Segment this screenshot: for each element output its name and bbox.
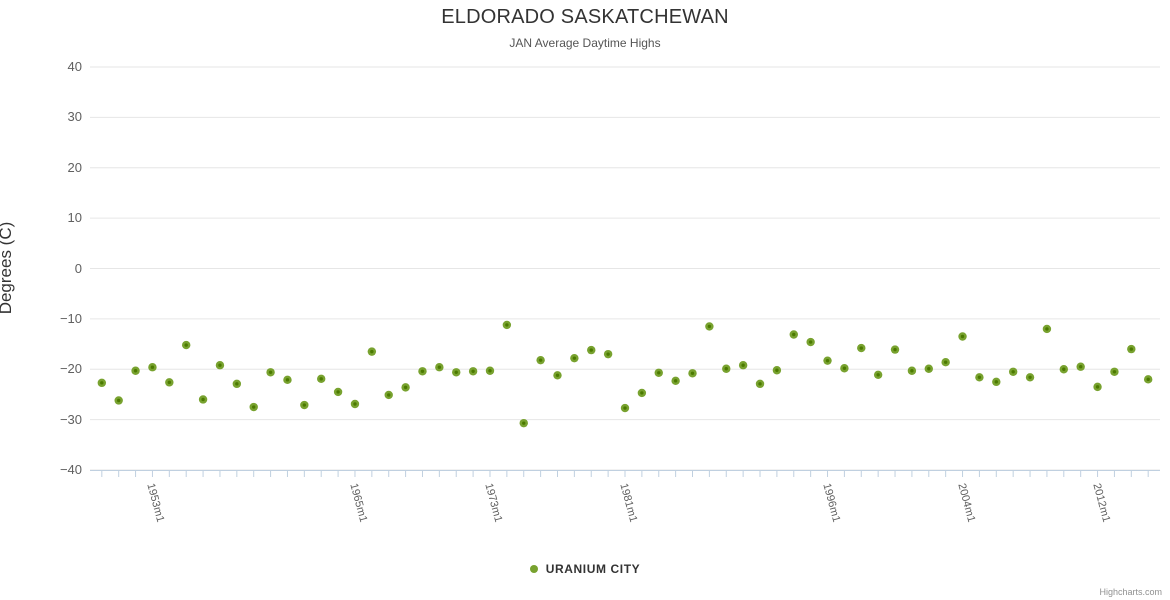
y-axis-tick: 0 xyxy=(30,261,82,277)
y-axis-tick-label: −20 xyxy=(59,361,82,377)
data-point[interactable] xyxy=(317,374,326,384)
highcharts-credit-link[interactable]: Highcharts.com xyxy=(1099,587,1162,597)
y-axis-tick-label: 30 xyxy=(67,109,82,125)
data-point[interactable] xyxy=(333,387,343,397)
data-point[interactable] xyxy=(587,345,596,355)
data-point[interactable] xyxy=(148,363,157,372)
data-point[interactable] xyxy=(738,361,748,370)
chart-subtitle: JAN Average Daytime Highs xyxy=(509,36,661,50)
data-point[interactable] xyxy=(553,371,562,380)
data-point[interactable] xyxy=(671,376,680,386)
data-point[interactable] xyxy=(232,379,242,389)
legend-marker-icon xyxy=(529,565,538,573)
data-point[interactable] xyxy=(367,347,377,356)
y-axis-tick-label: 0 xyxy=(74,260,82,276)
data-point[interactable] xyxy=(1059,365,1069,374)
data-point[interactable] xyxy=(452,368,461,377)
data-point[interactable] xyxy=(840,364,849,373)
data-point[interactable] xyxy=(857,343,866,353)
y-axis-tick: 40 xyxy=(30,59,82,75)
data-point[interactable] xyxy=(772,366,782,375)
y-axis-tick: 20 xyxy=(30,160,82,176)
chart-legend: URANIUM CITY xyxy=(0,562,1170,576)
data-point[interactable] xyxy=(1025,373,1035,382)
data-point[interactable] xyxy=(924,364,933,373)
data-point[interactable] xyxy=(300,400,309,410)
data-point[interactable] xyxy=(131,366,140,375)
data-point[interactable] xyxy=(806,337,815,347)
data-point[interactable] xyxy=(1008,367,1018,376)
data-point[interactable] xyxy=(941,357,950,367)
data-point[interactable] xyxy=(722,364,731,373)
y-axis-tick-label: −10 xyxy=(59,310,82,326)
data-point[interactable] xyxy=(502,320,512,330)
data-point[interactable] xyxy=(620,403,630,413)
data-point[interactable] xyxy=(823,356,832,365)
y-axis-tick: −10 xyxy=(30,311,82,327)
y-axis-tick: 10 xyxy=(30,210,82,226)
data-point[interactable] xyxy=(215,361,225,370)
data-point[interactable] xyxy=(992,377,1001,387)
y-axis-tick: 30 xyxy=(30,109,82,125)
y-axis-tick-label: 10 xyxy=(67,210,82,226)
y-axis-tick-label: −40 xyxy=(59,462,82,477)
y-axis-tick-label: 40 xyxy=(67,59,82,74)
data-point[interactable] xyxy=(266,368,275,377)
data-point[interactable] xyxy=(485,366,495,375)
y-axis-tick: −30 xyxy=(30,412,82,428)
data-point[interactable] xyxy=(975,373,984,382)
data-point[interactable] xyxy=(519,418,528,428)
data-point[interactable] xyxy=(603,349,613,359)
legend-item-label: URANIUM CITY xyxy=(545,562,641,576)
data-point[interactable] xyxy=(755,379,765,389)
data-point[interactable] xyxy=(435,363,444,372)
y-axis-tick: −20 xyxy=(30,361,82,377)
data-point[interactable] xyxy=(97,378,107,388)
data-point[interactable] xyxy=(890,345,900,354)
data-point[interactable] xyxy=(536,355,545,365)
data-point[interactable] xyxy=(688,369,697,378)
data-point[interactable] xyxy=(705,322,714,331)
data-point[interactable] xyxy=(907,366,917,375)
data-point[interactable] xyxy=(1127,344,1136,354)
data-point[interactable] xyxy=(1143,375,1153,384)
chart-title: ELDORADO SASKATCHEWAN xyxy=(441,6,729,28)
data-point[interactable] xyxy=(350,399,360,409)
data-point[interactable] xyxy=(198,395,208,404)
data-point[interactable] xyxy=(165,378,174,387)
data-point[interactable] xyxy=(114,396,123,405)
data-point[interactable] xyxy=(873,370,883,379)
y-axis-tick: −40 xyxy=(30,462,82,478)
data-point[interactable] xyxy=(1093,382,1102,392)
data-point[interactable] xyxy=(1042,324,1052,334)
data-point[interactable] xyxy=(789,330,798,339)
data-point[interactable] xyxy=(468,367,478,376)
data-point[interactable] xyxy=(1110,367,1119,376)
data-point[interactable] xyxy=(384,390,393,400)
data-point[interactable] xyxy=(570,353,579,363)
legend-item[interactable]: URANIUM CITY xyxy=(529,562,641,576)
data-point[interactable] xyxy=(249,402,258,412)
data-point[interactable] xyxy=(401,383,410,392)
data-point[interactable] xyxy=(637,388,647,398)
y-axis-tick-label: −30 xyxy=(59,411,82,427)
data-point[interactable] xyxy=(418,367,427,376)
data-point[interactable] xyxy=(958,332,967,341)
data-point[interactable] xyxy=(283,375,292,385)
data-point[interactable] xyxy=(654,368,663,377)
y-axis-tick-label: 20 xyxy=(67,159,82,175)
data-point[interactable] xyxy=(181,340,191,350)
data-point[interactable] xyxy=(1076,362,1085,371)
